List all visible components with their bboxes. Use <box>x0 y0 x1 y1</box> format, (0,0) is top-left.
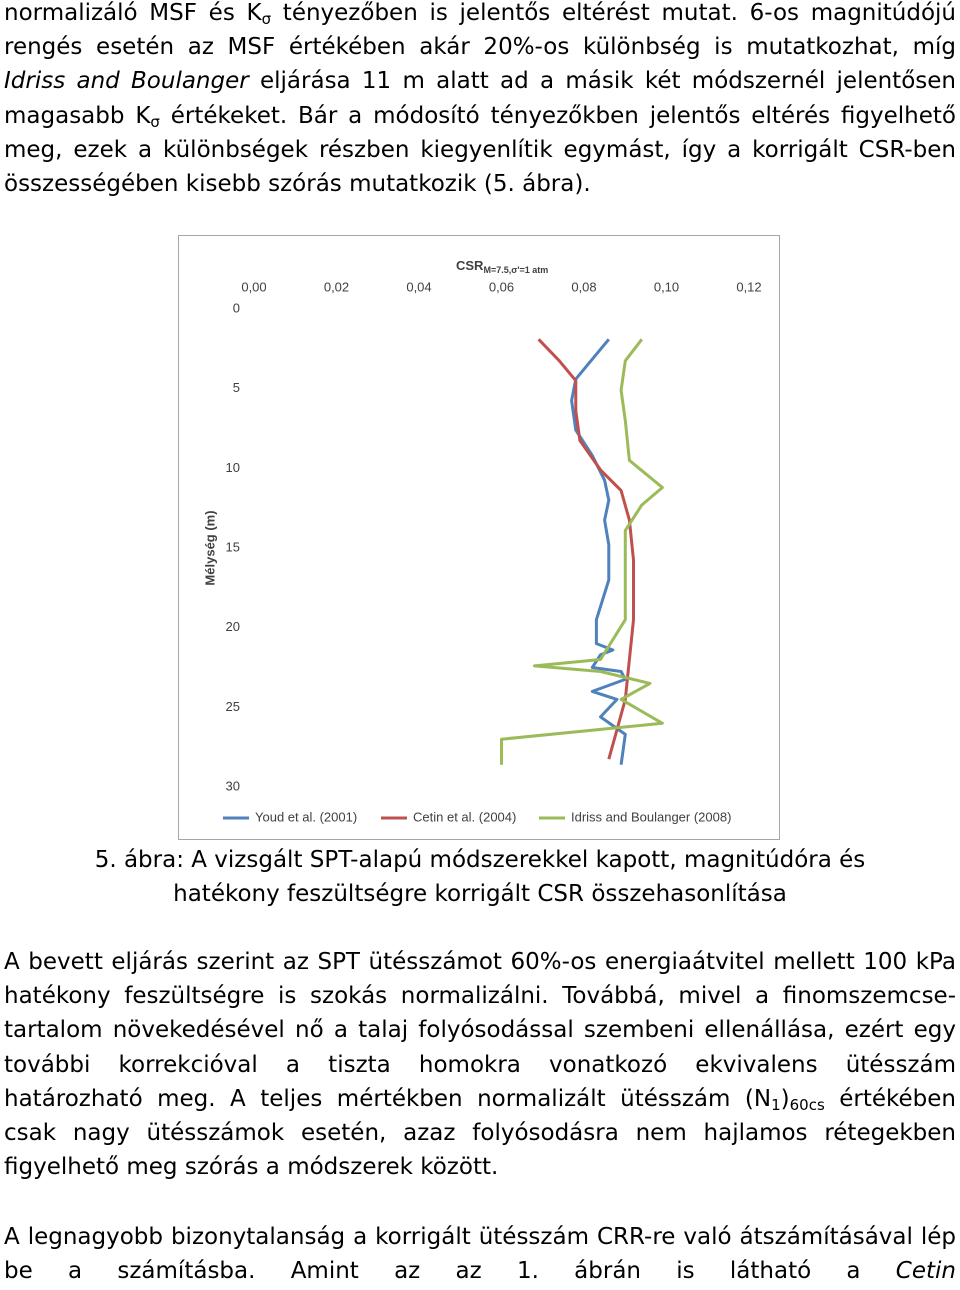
text-run: ) <box>780 1085 790 1112</box>
chart-title: CSRM=7.5,σ'=1 atm <box>456 258 548 275</box>
legend-label: Idriss and Boulanger (2008) <box>571 809 731 824</box>
title-main: CSR <box>456 258 484 273</box>
text-run: Cetin <box>895 1258 956 1285</box>
legend-label: Cetin et al. (2004) <box>413 809 516 824</box>
series-line <box>537 338 635 760</box>
x-tick-label: 0,00 <box>241 279 266 294</box>
series-line <box>570 338 627 765</box>
text-run: A legnagyobb bizonytalanság a korrigált … <box>4 1224 956 1285</box>
text-run: Idriss and Boulanger <box>4 68 249 95</box>
x-tick-label: 0,04 <box>406 279 431 294</box>
text-run: σ <box>150 112 160 131</box>
paragraph: A bevett eljárás szerint az SPT ütésszám… <box>4 945 956 1184</box>
paragraph: normalizáló MSF és Kσ tényezőben is jele… <box>4 0 956 201</box>
text-run: értékeket. Bár a módosító tényezőkben je… <box>4 102 956 198</box>
y-axis-label: Mélység (m) <box>202 510 217 585</box>
x-tick-label: 0,08 <box>571 279 596 294</box>
x-tick-label: 0,06 <box>489 279 514 294</box>
series-line <box>500 338 664 765</box>
chart: CSRM=7.5,σ'=1 atm Mélység (m) 0,00 0,02 0,… <box>202 258 761 824</box>
text-run: normalizáló MSF és K <box>4 0 262 26</box>
text-run: σ <box>261 10 272 28</box>
text-run: A bevett eljárás szerint az SPT ütésszám… <box>4 949 956 1112</box>
y-tick-label: 0 <box>233 300 240 315</box>
figure: CSRM=7.5,σ'=1 atm Mélység (m) 0,00 0,02 0,… <box>178 235 780 840</box>
title-subscript: M=7.5,σ'=1 atm <box>483 265 548 275</box>
x-tick-label: 0,02 <box>324 279 349 294</box>
text-run: tényezőben is jelentős eltérést mutat. 6… <box>4 0 956 61</box>
y-tick-label: 15 <box>226 539 240 554</box>
paragraph: A legnagyobb bizonytalanság a korrigált … <box>4 1220 956 1288</box>
caption: 5. ábra: A vizsgált SPT-alapú módszerekk… <box>94 847 866 907</box>
text-run: 60cs <box>789 1095 825 1114</box>
x-tick-label: 0,12 <box>736 279 761 294</box>
y-tick-label: 25 <box>226 699 240 714</box>
x-tick-label: 0,10 <box>654 279 679 294</box>
text-run: eljárása 11 m alatt ad a másik két módsz… <box>4 68 956 129</box>
text-run: 1 <box>771 1095 781 1114</box>
y-tick-label: 5 <box>233 380 240 395</box>
legend-label: Youd et al. (2001) <box>255 809 357 824</box>
y-tick-label: 20 <box>226 619 240 634</box>
y-tick-label: 10 <box>226 460 240 475</box>
text-run: értékében csak nagy ütésszámok esetén, a… <box>4 1085 956 1181</box>
y-tick-label: 30 <box>226 778 240 793</box>
